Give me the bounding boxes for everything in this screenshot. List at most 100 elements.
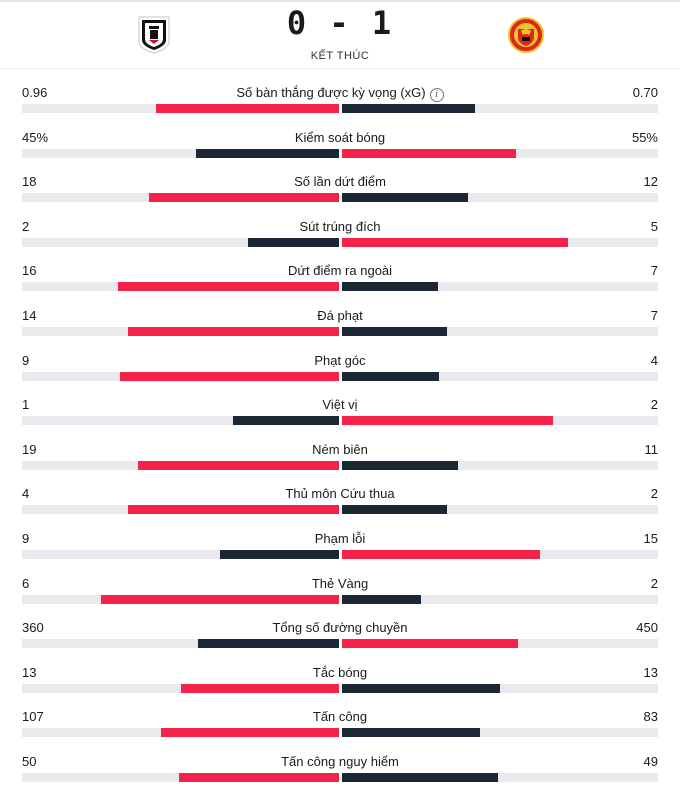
away-bar-track [342,327,658,336]
stat-label-text: Sút trúng đích [299,218,381,234]
home-stat-value: 9 [22,352,30,368]
away-bar-track [342,773,658,782]
away-stat-value: 2 [650,486,658,502]
stat-label: Sút trúng đích [0,219,680,234]
home-stat-value: 50 [22,754,37,769]
stat-label: Phạm lỗi [0,531,680,546]
away-bar-fill [342,148,516,158]
home-bar-fill [127,505,339,515]
home-stat-value: 13 [22,664,37,680]
home-bar-fill [180,683,339,693]
stat-label: Đá phạt [0,308,680,323]
home-stat-value: 19 [22,441,37,457]
away-bar-track [342,683,658,693]
stat-label-text: Kiểm soát bóng [294,129,386,145]
away-team-logo[interactable] [506,14,546,56]
home-stat-value: 360 [22,620,44,636]
home-bar-track [22,683,339,693]
away-bar-track [342,282,658,292]
stat-label-text: Tấn công nguy hiểm [281,754,399,769]
stat-label-text: Tắc bóng [312,664,368,680]
away-bar-track [342,594,658,604]
home-bar-fill [196,148,339,158]
home-bar-fill [198,639,339,649]
home-bar-track [22,550,339,559]
away-bar-fill [342,550,540,559]
home-bar-track [22,594,339,604]
stat-row: 9 Phạt góc 4 [0,347,680,387]
stat-label: Tắc bóng [0,665,680,680]
away-bar-fill [342,327,448,336]
top-border [0,0,680,2]
home-bar-fill [248,237,339,247]
away-stat-value: 13 [643,664,658,680]
stat-label-text: Thủ môn Cứu thua [285,486,395,502]
stat-label-text: Số bàn thắng được kỳ vọng (xG) [236,85,426,100]
away-bar-fill [342,460,458,470]
home-bar-track [22,728,339,738]
away-bar-fill [342,237,568,247]
away-stat-value: 12 [643,174,658,190]
stat-row: 6 Thẻ Vàng 2 [0,570,680,610]
away-bar-fill [342,371,440,381]
info-icon[interactable]: i [429,88,444,102]
stat-label-text: Việt vị [322,397,358,413]
stat-label: Số lần dứt điểm [0,174,680,189]
home-bar-fill [178,773,339,782]
stat-label-text: Tấn công [312,709,368,725]
match-header: 0 - 1 KẾT THÚC [0,0,680,68]
match-status: KẾT THÚC [310,50,370,62]
away-stat-value: 5 [650,218,658,234]
away-bar-track [342,416,658,426]
home-bar-track [22,237,339,247]
home-bar-track [22,371,339,381]
away-bar-track [342,104,658,113]
home-bar-track [22,327,339,336]
home-bar-fill [148,193,339,203]
home-stat-value: 9 [22,531,30,546]
stat-row: 19 Ném biên 11 [0,436,680,476]
home-stat-value: 6 [22,575,30,591]
home-bar-track [22,104,339,113]
stat-label: Tổng số đường chuyền [0,620,680,635]
away-stat-value: 450 [636,620,658,636]
stat-label: Tấn công [0,709,680,724]
away-bar-fill [342,773,499,782]
stat-label-text: Phạt góc [314,352,366,368]
away-stat-value: 11 [644,441,659,457]
away-stat-value: 83 [643,709,658,725]
away-bar-track [342,371,658,381]
home-bar-fill [118,282,339,292]
away-stat-value: 4 [650,352,658,368]
away-stat-value: 49 [643,754,658,769]
home-bar-fill [101,594,339,604]
away-stat-value: 2 [650,397,658,413]
stat-label-text: Tổng số đường chuyền [272,620,408,636]
stat-label: Dứt điểm ra ngoài [0,263,680,278]
stat-row: 107 Tấn công 83 [0,703,680,743]
fulham-crest-icon [138,16,170,54]
stat-row: 2 Sút trúng đích 5 [0,213,680,253]
away-bar-track [342,237,658,247]
home-team-logo[interactable] [134,14,174,56]
away-stat-value: 7 [650,263,658,279]
away-bar-fill [342,505,448,515]
away-stat-value: 15 [643,531,658,546]
header-divider [0,68,680,69]
stat-label-text: Số lần dứt điểm [294,174,386,190]
away-bar-track [342,193,658,203]
away-bar-fill [342,104,476,113]
away-bar-fill [342,416,553,426]
away-bar-fill [342,282,439,292]
home-stat-value: 1 [22,397,30,413]
stat-label: Kiểm soát bóng [0,130,680,145]
away-stat-value: 0.70 [632,85,658,100]
stat-row: 0.96 Số bàn thắng được kỳ vọng (xG) i 0.70 [0,79,680,119]
home-bar-track [22,148,339,158]
home-bar-track [22,460,339,470]
stat-label-text: Thẻ Vàng [311,575,369,591]
away-bar-track [342,505,658,515]
away-bar-fill [342,594,421,604]
manchester-united-crest-icon [508,17,544,53]
stat-row: 18 Số lần dứt điểm 12 [0,168,680,208]
